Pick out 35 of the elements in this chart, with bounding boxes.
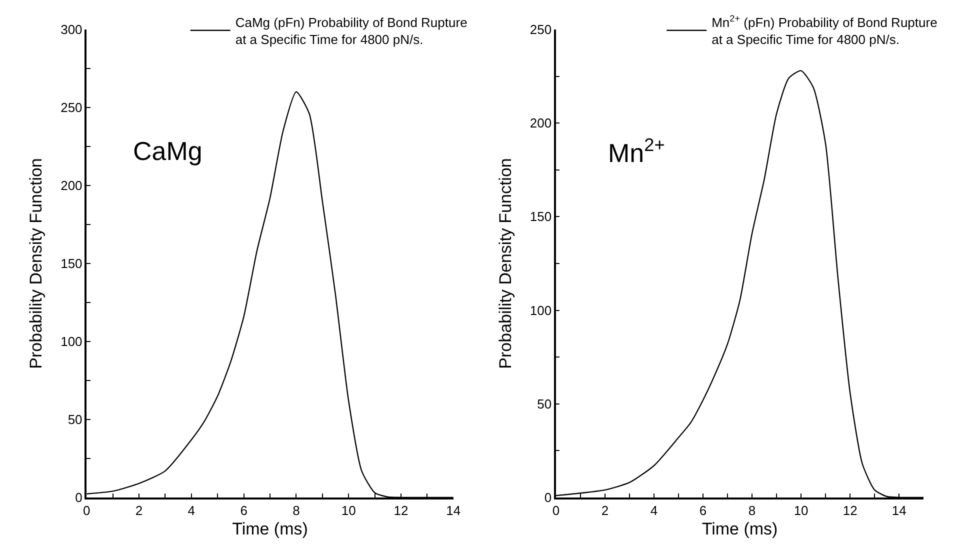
y-tick-label: 250 [530, 22, 552, 38]
y-tick-label: 0 [544, 490, 552, 505]
y-tick-label: 50 [537, 396, 552, 412]
y-tick-label: 50 [68, 412, 82, 427]
x-axis-title: Time (ms) [702, 520, 778, 539]
y-axis-title: Probability Density Function [496, 158, 515, 369]
x-tick-label: 6 [699, 502, 707, 518]
x-tick-label: 8 [748, 502, 756, 518]
x-axis-title: Time (ms) [232, 520, 308, 539]
legend-label: Mn$^{2+}$ (pFn) Probability of Bond Rupture at a Specific Time for 4800 pN/s. [712, 14, 938, 47]
y-tick-label: 150 [530, 209, 552, 224]
y-tick-label: 200 [530, 116, 552, 131]
y-tick-label: 300 [60, 22, 82, 38]
y-tick-label: 150 [60, 256, 82, 272]
x-tick-label: 14 [446, 502, 461, 518]
y-tick-label: 100 [530, 302, 552, 318]
x-tick-label: 14 [892, 502, 906, 518]
legend-label: CaMg (pFn) Probability of Bond Rupture at a Specific Time for 4800 pN/s. [235, 15, 468, 47]
y-axis-title: Probability Density Function [26, 158, 46, 369]
y-tick-label: 250 [60, 100, 82, 116]
x-tick-label: 8 [292, 502, 300, 518]
x-tick-label: 2 [135, 502, 143, 518]
x-tick-label: 10 [341, 502, 356, 518]
x-tick-label: 4 [188, 502, 196, 518]
x-tick-label: 12 [394, 502, 408, 518]
x-tick-label: 12 [842, 502, 858, 518]
x-tick-label: 10 [794, 502, 808, 518]
annotation: Mn$^{2+}$ [608, 135, 665, 168]
y-tick-label: 0 [75, 490, 82, 505]
x-tick-label: 2 [601, 502, 609, 518]
y-tick-label: 200 [60, 178, 82, 194]
annotation: CaMg [133, 136, 202, 166]
y-tick-label: 100 [60, 334, 82, 350]
x-tick-label: 6 [240, 502, 248, 518]
x-tick-label: 4 [650, 502, 658, 518]
